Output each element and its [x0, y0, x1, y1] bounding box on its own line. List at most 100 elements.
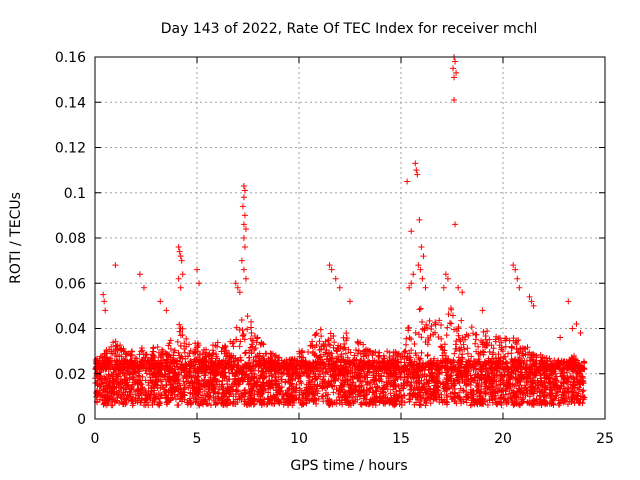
data-point [437, 343, 444, 350]
data-point [358, 382, 365, 389]
data-point [145, 392, 152, 399]
data-point [310, 348, 317, 355]
data-point [451, 96, 458, 103]
data-point [274, 359, 281, 366]
data-point [155, 349, 162, 356]
data-point [530, 351, 537, 358]
data-point [288, 373, 295, 380]
data-point [157, 377, 164, 384]
data-point [253, 339, 260, 346]
data-point [165, 342, 172, 349]
data-point [444, 275, 451, 282]
data-point [137, 386, 144, 393]
data-point [479, 362, 486, 369]
data-point [550, 378, 557, 385]
data-point [577, 400, 584, 407]
data-point [495, 382, 502, 389]
data-point [400, 385, 407, 392]
data-point [372, 365, 379, 372]
data-point [355, 383, 362, 390]
data-point [103, 397, 110, 404]
data-point [167, 345, 174, 352]
data-point [406, 334, 413, 341]
data-point [275, 380, 282, 387]
data-point [423, 399, 430, 406]
data-point [335, 366, 342, 373]
data-point [342, 350, 349, 357]
data-point [174, 393, 181, 400]
data-point [102, 364, 109, 371]
data-point [347, 399, 354, 406]
data-point [515, 357, 522, 363]
data-point [527, 375, 534, 382]
data-point [158, 371, 165, 378]
data-point [223, 390, 230, 397]
data-point [238, 375, 245, 382]
data-point [362, 361, 369, 368]
data-point [316, 354, 323, 361]
data-point [112, 338, 119, 345]
data-point [358, 389, 365, 396]
data-point [472, 340, 479, 347]
data-point [250, 382, 257, 389]
data-point [444, 372, 451, 379]
data-point [537, 370, 544, 377]
data-point [336, 284, 343, 291]
data-point [459, 355, 466, 362]
data-point [142, 391, 149, 398]
data-point [445, 357, 452, 364]
data-point [184, 399, 191, 406]
data-point [463, 399, 470, 406]
data-point [353, 356, 360, 363]
data-point [458, 344, 465, 351]
data-point [444, 386, 451, 393]
data-point [532, 371, 539, 378]
data-point [508, 397, 515, 404]
data-point [232, 280, 239, 287]
data-point [317, 360, 324, 367]
data-point [444, 324, 451, 331]
data-point [358, 399, 365, 406]
data-point [569, 383, 576, 390]
data-point [459, 289, 466, 296]
data-point [426, 317, 433, 324]
data-point [198, 400, 205, 407]
data-point [272, 352, 279, 359]
data-point [182, 365, 189, 372]
data-point [122, 385, 129, 392]
data-point [137, 380, 144, 387]
data-point [285, 387, 292, 394]
data-point [163, 356, 170, 363]
data-point [264, 365, 271, 372]
data-point [318, 343, 325, 350]
data-point [167, 337, 174, 344]
data-point [420, 253, 427, 260]
data-point [470, 388, 477, 395]
data-point [335, 394, 342, 401]
data-point [398, 356, 405, 363]
data-point [154, 344, 161, 351]
data-point [313, 365, 320, 372]
y-tick-label: 0.16 [55, 50, 86, 66]
data-point [473, 331, 480, 338]
data-point [456, 360, 463, 367]
data-point [143, 351, 150, 358]
data-point [476, 388, 483, 395]
data-point [521, 384, 528, 391]
data-point [120, 401, 127, 408]
data-point [408, 280, 415, 287]
data-point [273, 387, 280, 394]
data-point [474, 371, 481, 378]
data-point [223, 398, 230, 405]
data-point [496, 398, 503, 405]
data-point [318, 333, 325, 340]
data-point [527, 383, 534, 390]
data-point [246, 347, 253, 354]
data-point [514, 349, 521, 356]
data-point [502, 359, 509, 366]
data-point [263, 401, 270, 408]
data-point [296, 373, 303, 380]
data-point [163, 395, 170, 402]
data-point [424, 351, 431, 358]
data-point [406, 382, 413, 389]
